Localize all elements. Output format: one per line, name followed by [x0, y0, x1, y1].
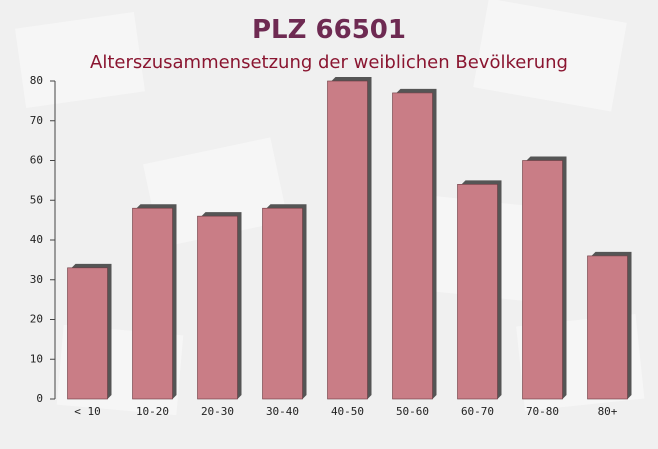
bar — [522, 160, 563, 400]
x-tick-label: 20-30 — [201, 405, 234, 418]
x-tick-label: 50-60 — [396, 405, 429, 418]
y-tick-label: 70 — [30, 114, 43, 127]
chart-subtitle: Alterszusammensetzung der weiblichen Bev… — [90, 52, 568, 73]
x-tick-label: < 10 — [74, 405, 101, 418]
bar — [587, 255, 628, 400]
y-tick-label: 50 — [30, 193, 43, 206]
x-tick-label: 10-20 — [136, 405, 169, 418]
chart-title: PLZ 66501 — [252, 15, 406, 45]
x-tick-label: 70-80 — [526, 405, 559, 418]
y-tick-label: 40 — [30, 233, 43, 246]
y-tick-label: 60 — [30, 154, 43, 167]
y-tick-label: 80 — [30, 74, 43, 87]
bar — [262, 207, 303, 400]
bar — [392, 92, 433, 400]
y-tick-label: 30 — [30, 273, 43, 286]
x-tick-label: 60-70 — [461, 405, 494, 418]
bar — [197, 215, 238, 400]
y-tick-label: 10 — [30, 352, 43, 365]
x-tick-label: 40-50 — [331, 405, 364, 418]
bar — [132, 207, 173, 400]
x-tick-label: 30-40 — [266, 405, 299, 418]
bar — [457, 184, 498, 400]
y-tick-label: 0 — [36, 392, 43, 405]
bar — [327, 80, 368, 400]
y-tick-label: 20 — [30, 313, 43, 326]
x-tick-label: 80+ — [598, 405, 618, 418]
bar — [67, 267, 108, 400]
